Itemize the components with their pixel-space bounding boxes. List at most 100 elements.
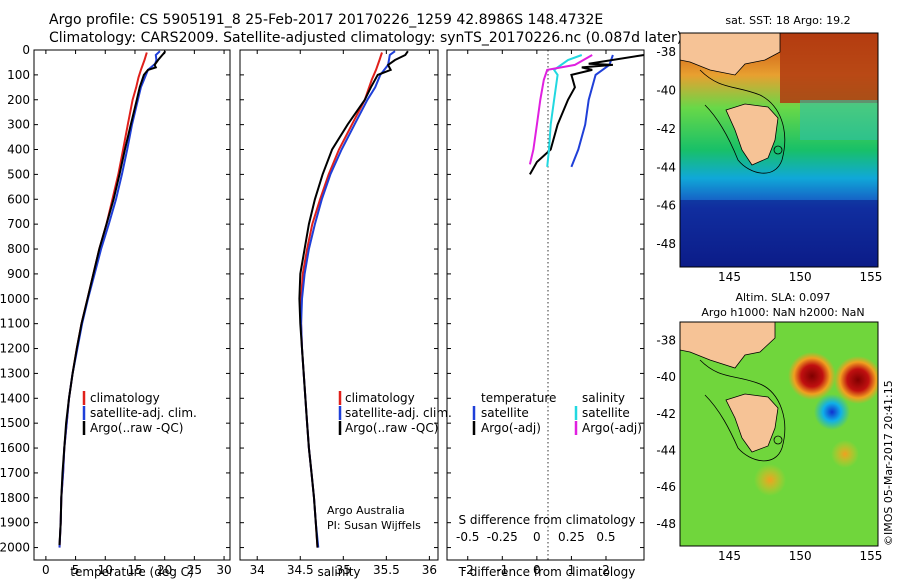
legend-label-sal-satellite: satellite <box>582 406 630 420</box>
x-tick-label: 0 <box>533 563 541 577</box>
x-tick-label: 0 <box>42 563 50 577</box>
x-tick-label: 34 <box>250 563 265 577</box>
map-y-tick-label: -40 <box>656 370 676 384</box>
argo-position-marker <box>773 435 783 445</box>
y-tick-label: 1700 <box>0 466 30 480</box>
x-tick-label: -1 <box>496 563 508 577</box>
legend-label-temp-satellite: satellite <box>481 406 529 420</box>
series-line-argo-adj <box>528 54 593 165</box>
map-x-tick-label: 145 <box>718 270 741 284</box>
t-difference-axis-label: T difference from climatology <box>458 565 636 579</box>
sla-map-frame <box>679 321 879 547</box>
salinity-axis-label: salinity <box>317 565 360 579</box>
x-tick-label: 25 <box>187 563 202 577</box>
y-tick-label: 500 <box>7 167 30 181</box>
x-tick-label: 30 <box>216 563 231 577</box>
map-y-tick-label: -42 <box>656 407 676 421</box>
y-tick-label: 2000 <box>0 541 30 555</box>
x-tick-label: 15 <box>127 563 142 577</box>
sla-map <box>680 322 878 546</box>
x-tick-label: 35.5 <box>373 563 400 577</box>
y-tick-label: 900 <box>7 267 30 281</box>
mainland-landmass <box>680 322 776 369</box>
y-tick-label: 1200 <box>0 342 30 356</box>
y-tick-label: 1800 <box>0 491 30 505</box>
imos-timestamp: ©IMOS 05-Mar-2017 20:41:15 <box>882 380 895 546</box>
y-tick-label: 1900 <box>0 516 30 530</box>
s-tick-label: -0.5 <box>456 530 479 544</box>
sla-map-title-line2: Argo h1000: NaN h2000: NaN <box>701 306 864 319</box>
salinity-legend: climatology satellite-adj. clim. Argo(..… <box>327 391 452 532</box>
map-x-tick-label: 145 <box>718 549 741 563</box>
legend-label-climatology: climatology <box>345 391 415 405</box>
temperature-legend: climatology satellite-adj. clim. Argo(..… <box>82 391 197 435</box>
y-tick-label: 300 <box>7 118 30 132</box>
legend-label-climatology: climatology <box>90 391 160 405</box>
mainland-landmass <box>680 33 781 76</box>
series-line-satellite <box>546 54 583 168</box>
map-y-tick-label: -38 <box>656 333 676 347</box>
sst-map <box>680 33 878 267</box>
y-tick-label: 200 <box>7 93 30 107</box>
map-y-tick-label: -42 <box>656 122 676 136</box>
y-tick-label: 800 <box>7 242 30 256</box>
temperature-plot-frame <box>33 49 231 561</box>
x-tick-label: 10 <box>98 563 113 577</box>
map-x-tick-label: 155 <box>859 270 882 284</box>
y-tick-label: 700 <box>7 217 30 231</box>
header-title-line1: Argo profile: CS 5905191_8 25-Feb-2017 2… <box>49 12 604 28</box>
temperature-axis-label: temperature (deg C) <box>70 565 193 579</box>
s-tick-label: -0.25 <box>487 530 518 544</box>
y-tick-label: 600 <box>7 192 30 206</box>
y-tick-label: 1300 <box>0 366 30 380</box>
sla-map-title-line1: Altim. SLA: 0.097 <box>735 291 830 304</box>
x-tick-label: 1 <box>568 563 576 577</box>
y-tick-label: 1000 <box>0 292 30 306</box>
y-tick-label: 1500 <box>0 416 30 430</box>
map-y-tick-label: -46 <box>656 199 676 213</box>
y-tick-label: 400 <box>7 143 30 157</box>
difference-plot-frame <box>446 49 645 561</box>
y-tick-label: 0 <box>22 43 30 57</box>
legend-label-argo: Argo(..raw -QC) <box>90 421 183 435</box>
map-y-tick-label: -40 <box>656 84 676 98</box>
map-y-tick-label: -48 <box>656 517 676 531</box>
sst-map-frame <box>679 32 879 268</box>
map-x-tick-label: 150 <box>789 270 812 284</box>
s-tick-label: 0 <box>533 530 541 544</box>
header-title-line2: Climatology: CARS2009. Satellite-adjuste… <box>49 30 683 46</box>
x-tick-label: 36 <box>422 563 437 577</box>
legend-label-argo: Argo(..raw -QC) <box>345 421 438 435</box>
map-x-tick-label: 150 <box>789 549 812 563</box>
legend-label-satellite: satellite-adj. clim. <box>90 406 197 420</box>
map-y-tick-label: -46 <box>656 480 676 494</box>
tasmania-landmass <box>725 393 779 453</box>
x-tick-label: 20 <box>157 563 172 577</box>
s-difference-axis-label: S difference from climatology <box>459 513 636 527</box>
y-tick-label: 1100 <box>0 317 30 331</box>
tasmania-landmass <box>725 103 779 166</box>
y-tick-label: 1600 <box>0 441 30 455</box>
series-line-argo-raw-qc <box>298 50 409 548</box>
x-tick-label: -2 <box>462 563 474 577</box>
annotation-pi: PI: Susan Wijffels <box>327 519 421 532</box>
s-tick-label: 0.5 <box>596 530 615 544</box>
y-tick-label: 1400 <box>0 391 30 405</box>
argo-position-marker <box>773 145 783 155</box>
map-y-tick-label: -44 <box>656 160 676 174</box>
salinity-plot-frame <box>239 49 439 561</box>
s-tick-label: 0.25 <box>558 530 585 544</box>
legend-label-satellite: satellite-adj. clim. <box>345 406 452 420</box>
legend-label-temp-argo: Argo(-adj) <box>481 421 541 435</box>
map-y-tick-label: -48 <box>656 237 676 251</box>
legend-label-sal-argo: Argo(-adj) <box>582 421 642 435</box>
legend-title-salinity: salinity <box>582 391 625 405</box>
map-y-tick-label: -44 <box>656 444 676 458</box>
y-tick-label: 100 <box>7 68 30 82</box>
series-line-argo-raw-qc <box>58 50 167 546</box>
x-tick-label: 2 <box>602 563 610 577</box>
map-x-tick-label: 155 <box>859 549 882 563</box>
difference-legend: temperature salinity satellite Argo(-adj… <box>472 391 642 435</box>
map-y-tick-label: -38 <box>656 45 676 59</box>
